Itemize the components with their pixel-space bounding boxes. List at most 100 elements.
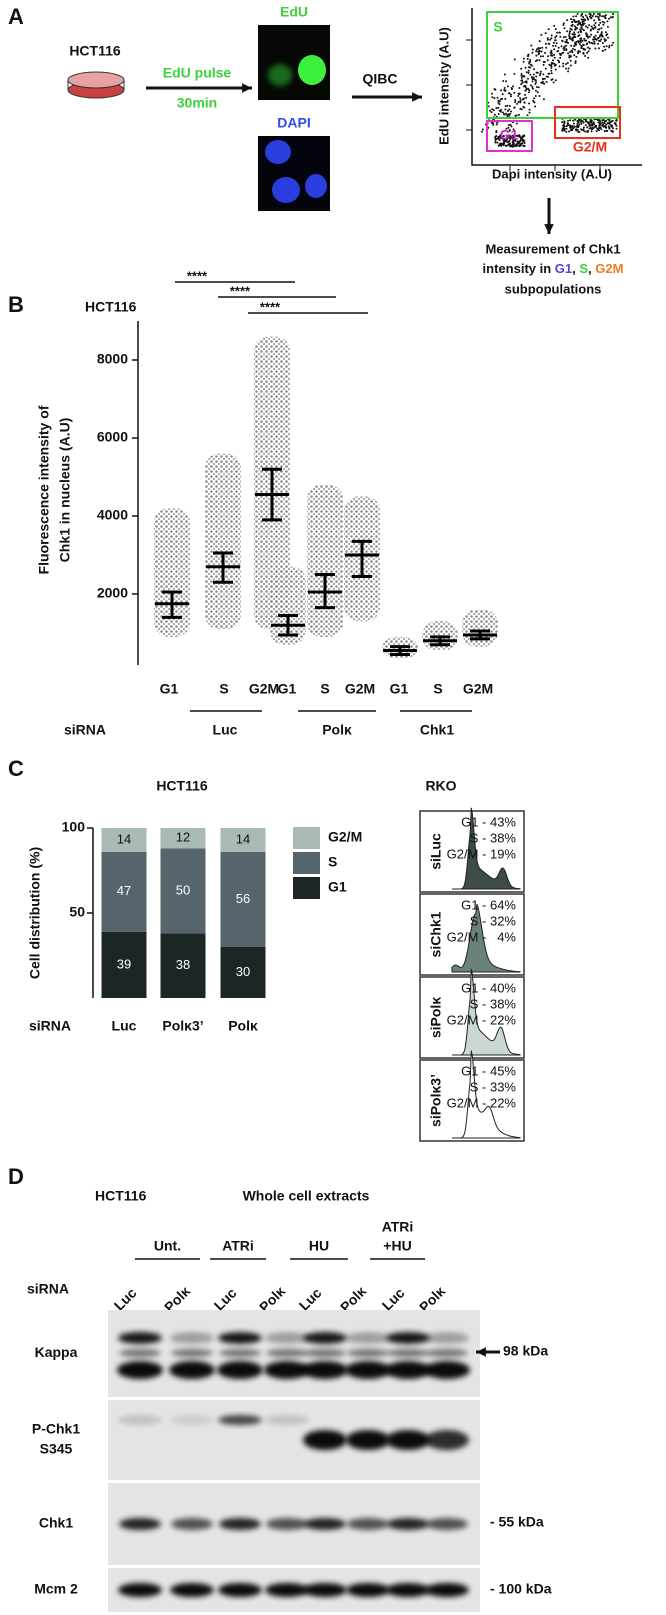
decoration [530,76,533,79]
decoration [489,109,491,112]
decoration [569,64,572,67]
decoration [497,106,500,109]
decoration [511,88,513,91]
decoration [491,92,493,95]
decoration [596,31,599,34]
panel-label: A [8,4,24,29]
legend-swatch [293,852,320,874]
decoration [589,28,592,31]
decoration [608,119,611,122]
decoration [535,81,537,84]
decoration [520,143,523,146]
decoration [605,123,608,126]
decoration [527,77,529,80]
decoration [598,24,600,26]
decoration [385,1361,431,1379]
decoration [508,136,511,139]
panel-label: C [8,756,24,781]
decoration [528,102,531,105]
decoration [564,40,567,43]
decoration [531,80,534,83]
decoration [611,130,614,133]
decoration [516,102,519,105]
decoration [386,1430,430,1450]
decoration [588,24,591,27]
decoration [387,1349,429,1357]
decoration [601,35,604,38]
decoration [523,106,526,109]
decoration [604,14,607,17]
decoration [508,108,511,111]
decoration [580,128,583,131]
decoration [218,1332,262,1344]
decoration [304,1518,346,1530]
decoration [302,1361,348,1379]
decoration [586,126,589,129]
decoration [575,125,578,128]
decoration [563,27,566,30]
decoration [602,23,605,26]
decoration [578,123,581,126]
decoration [528,89,531,92]
decoration [585,25,587,28]
decoration [604,126,607,129]
y-axis-label: Fluorescence intensity of [36,405,52,574]
decoration [539,55,542,58]
decoration [605,45,608,48]
decoration [535,75,538,78]
decoration [529,73,532,76]
decoration [571,23,574,26]
decoration [543,60,546,63]
decoration [553,48,556,51]
measurement-part: intensity in [483,261,555,276]
blot-label: P-Chk1 [32,1421,80,1437]
value-label: 50 [176,882,190,897]
lane-label: Luc [379,1284,408,1313]
value-label: 39 [117,956,131,971]
legend-label: G1 [328,879,347,895]
decoration [493,113,496,116]
decoration [553,56,556,59]
decoration [504,144,507,147]
decoration [592,127,595,130]
decoration [602,125,605,128]
decoration [574,62,577,64]
decoration [604,16,607,19]
decoration [591,27,594,30]
decoration [542,55,544,58]
decoration [544,224,554,234]
significance: **** [260,299,281,314]
decoration [491,96,494,99]
decoration [171,1349,213,1357]
percent-label: S - 33% [470,1079,517,1094]
decoration [597,128,600,131]
decoration [534,83,537,85]
decoration [582,18,585,21]
size-marker: 98 kDa [503,1343,548,1359]
decoration [587,46,590,49]
decoration [512,85,515,88]
decoration [497,101,500,104]
decoration [601,34,604,37]
decoration [387,1518,429,1530]
decoration [570,44,573,47]
bar-segment [101,828,147,852]
bar-segment [160,828,206,849]
decoration [572,119,575,122]
decoration [581,120,584,123]
decoration [603,120,606,123]
decoration [504,89,507,92]
cell-line: HCT116 [69,43,121,59]
panel-label: B [8,292,24,317]
decoration [497,136,500,139]
decoration [598,35,601,38]
decoration [509,93,512,96]
decoration [566,30,568,33]
decoration [612,41,615,44]
decoration [516,141,519,144]
decoration [562,123,565,126]
decoration [601,20,604,23]
decoration [615,124,618,127]
decoration [562,62,565,65]
